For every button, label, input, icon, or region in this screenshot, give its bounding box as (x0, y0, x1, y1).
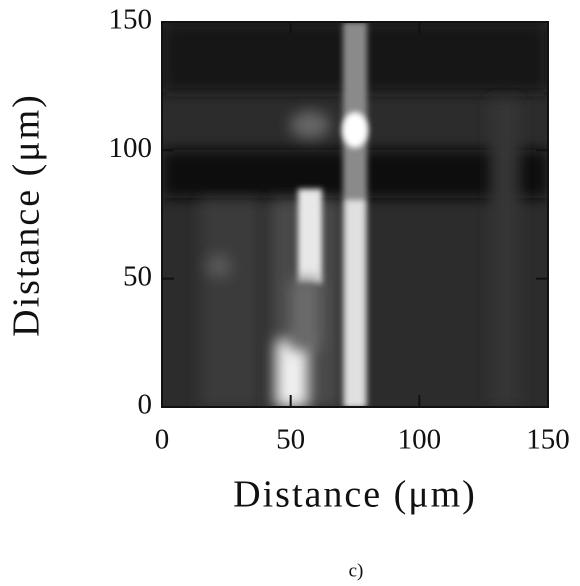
x-tick-label: 0 (155, 424, 170, 456)
caption: c) (349, 560, 364, 581)
x-tick-label: 50 (276, 424, 305, 456)
y-tick-label: 0 (138, 389, 153, 421)
plot-frame (161, 21, 549, 408)
y-axis-label: Distance (μm) (6, 93, 48, 337)
y-tick-label: 50 (123, 260, 152, 292)
x-tick-label: 100 (398, 424, 442, 456)
x-tick-label: 150 (526, 424, 570, 456)
x-axis-label: Distance (μm) (233, 474, 477, 516)
intensity-image (162, 22, 548, 407)
y-tick-label: 150 (109, 4, 153, 36)
y-tick-label: 100 (109, 132, 153, 164)
